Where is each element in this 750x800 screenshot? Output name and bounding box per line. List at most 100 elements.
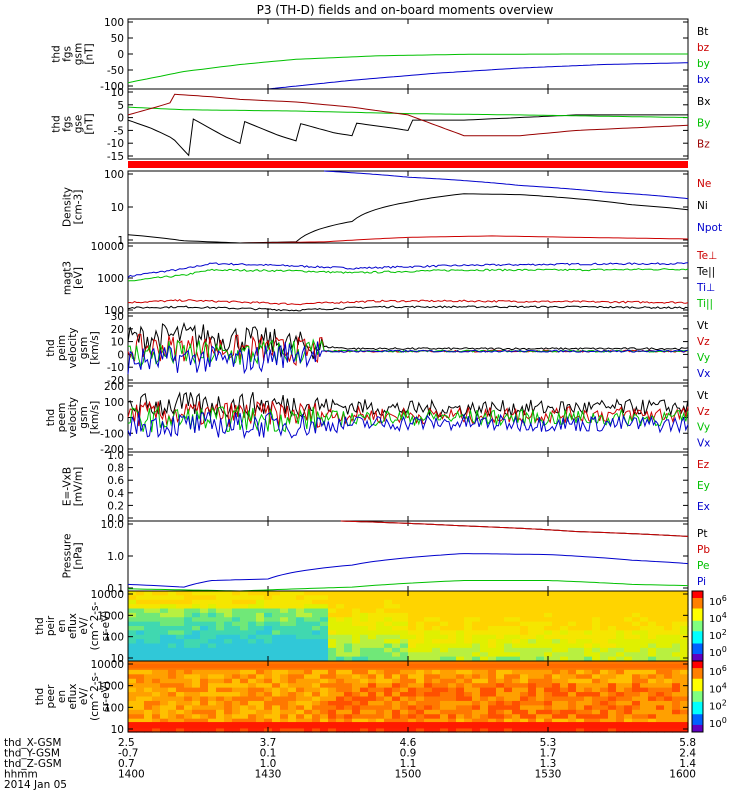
- heatmap-cell: [288, 678, 297, 684]
- heatmap-cell: [216, 696, 225, 702]
- heatmap-cell: [624, 634, 633, 640]
- heatmap-cell: [128, 621, 137, 627]
- heatmap-cell: [552, 608, 561, 614]
- heatmap-cell: [224, 652, 233, 658]
- heatmap-cell: [280, 661, 289, 667]
- heatmap-cell: [272, 705, 281, 711]
- heatmap-cell: [536, 696, 545, 702]
- heatmap-cell: [648, 621, 657, 627]
- heatmap-cell: [600, 630, 609, 636]
- heatmap-cell: [144, 643, 153, 649]
- heatmap-cell: [408, 617, 417, 623]
- heatmap-cell: [320, 727, 329, 733]
- heatmap-cell: [488, 714, 497, 720]
- y-axis-label-line: thd: [51, 45, 63, 62]
- heatmap-cell: [152, 608, 161, 614]
- heatmap-cell: [320, 656, 329, 662]
- heatmap-cell: [352, 678, 361, 684]
- heatmap-cell: [496, 696, 505, 702]
- heatmap-cell: [672, 612, 681, 618]
- heatmap-cell: [600, 595, 609, 601]
- heatmap-cell: [584, 652, 593, 658]
- heatmap-cell: [448, 634, 457, 640]
- heatmap-cell: [200, 595, 209, 601]
- heatmap-cell: [392, 696, 401, 702]
- heatmap-cell: [264, 678, 273, 684]
- heatmap-cell: [416, 718, 425, 724]
- heatmap-cell: [296, 626, 305, 631]
- heatmap-cell: [184, 639, 193, 645]
- heatmap-cell: [464, 700, 473, 706]
- heatmap-cell: [248, 718, 257, 724]
- heatmap-cell: [368, 647, 377, 653]
- heatmap-cell: [560, 696, 569, 702]
- y-tick-label: -20: [107, 375, 124, 387]
- heatmap-cell: [640, 656, 649, 662]
- heatmap-cell: [256, 669, 265, 675]
- heatmap-cell: [592, 683, 601, 689]
- heatmap-cell: [232, 700, 241, 706]
- heatmap-cell: [616, 630, 625, 636]
- heatmap-cell: [240, 661, 249, 667]
- colorbar-segment: [692, 666, 703, 669]
- heatmap-cell: [520, 647, 529, 653]
- heatmap-cell: [592, 630, 601, 636]
- heatmap-cell: [392, 683, 401, 689]
- heatmap-cell: [208, 626, 217, 631]
- heatmap-cell: [656, 612, 665, 618]
- heatmap-cell: [560, 661, 569, 667]
- heatmap-cell: [576, 683, 585, 689]
- heatmap-cell: [232, 656, 241, 662]
- heatmap-cell: [656, 652, 665, 658]
- heatmap-cell: [656, 727, 665, 733]
- heatmap-cell: [648, 591, 657, 596]
- heatmap-cell: [448, 643, 457, 649]
- heatmap-cell: [672, 643, 681, 649]
- heatmap-cell: [360, 612, 369, 618]
- heatmap-cell: [160, 692, 169, 698]
- heatmap-cell: [176, 604, 185, 610]
- heatmap-cell: [576, 626, 585, 631]
- colorbar-segment: [692, 620, 703, 623]
- heatmap-cell: [432, 634, 441, 640]
- heatmap-cell: [200, 687, 209, 693]
- orbit-value: 1600: [669, 769, 696, 781]
- heatmap-cell: [168, 669, 177, 675]
- colorbar-segment: [692, 662, 703, 666]
- heatmap-cell: [608, 727, 617, 733]
- colorbar-segment: [692, 598, 703, 601]
- heatmap-cell: [224, 626, 233, 631]
- heatmap-cell: [344, 647, 353, 653]
- heatmap-cell: [288, 652, 297, 658]
- heatmap-cell: [616, 678, 625, 684]
- heatmap-cell: [392, 656, 401, 662]
- heatmap-cell: [512, 595, 521, 601]
- heatmap-cell: [440, 718, 449, 724]
- colorbar-label: 104: [709, 681, 727, 695]
- heatmap-cell: [496, 621, 505, 627]
- heatmap-cell: [176, 709, 185, 715]
- heatmap-cell: [384, 643, 393, 649]
- heatmap-cell: [616, 718, 625, 724]
- heatmap-cell: [280, 683, 289, 689]
- heatmap-cell: [560, 604, 569, 610]
- heatmap-cell: [432, 727, 441, 733]
- y-tick-label: -100: [100, 81, 124, 93]
- heatmap-cell: [672, 709, 681, 715]
- heatmap-cell: [392, 718, 401, 724]
- heatmap-cell: [512, 608, 521, 614]
- heatmap-cell: [144, 608, 153, 614]
- heatmap-cell: [552, 674, 561, 680]
- heatmap-cell: [592, 643, 601, 649]
- heatmap-cell: [384, 692, 393, 698]
- heatmap-cell: [512, 678, 521, 684]
- heatmap-cell: [520, 604, 529, 610]
- heatmap-cell: [336, 705, 345, 711]
- heatmap-cell: [168, 643, 177, 649]
- heatmap-cell: [576, 678, 585, 684]
- heatmap-cell: [600, 669, 609, 675]
- heatmap-cell: [256, 656, 265, 662]
- heatmap-cell: [192, 661, 201, 667]
- heatmap-cell: [424, 669, 433, 675]
- heatmap-cell: [528, 714, 537, 720]
